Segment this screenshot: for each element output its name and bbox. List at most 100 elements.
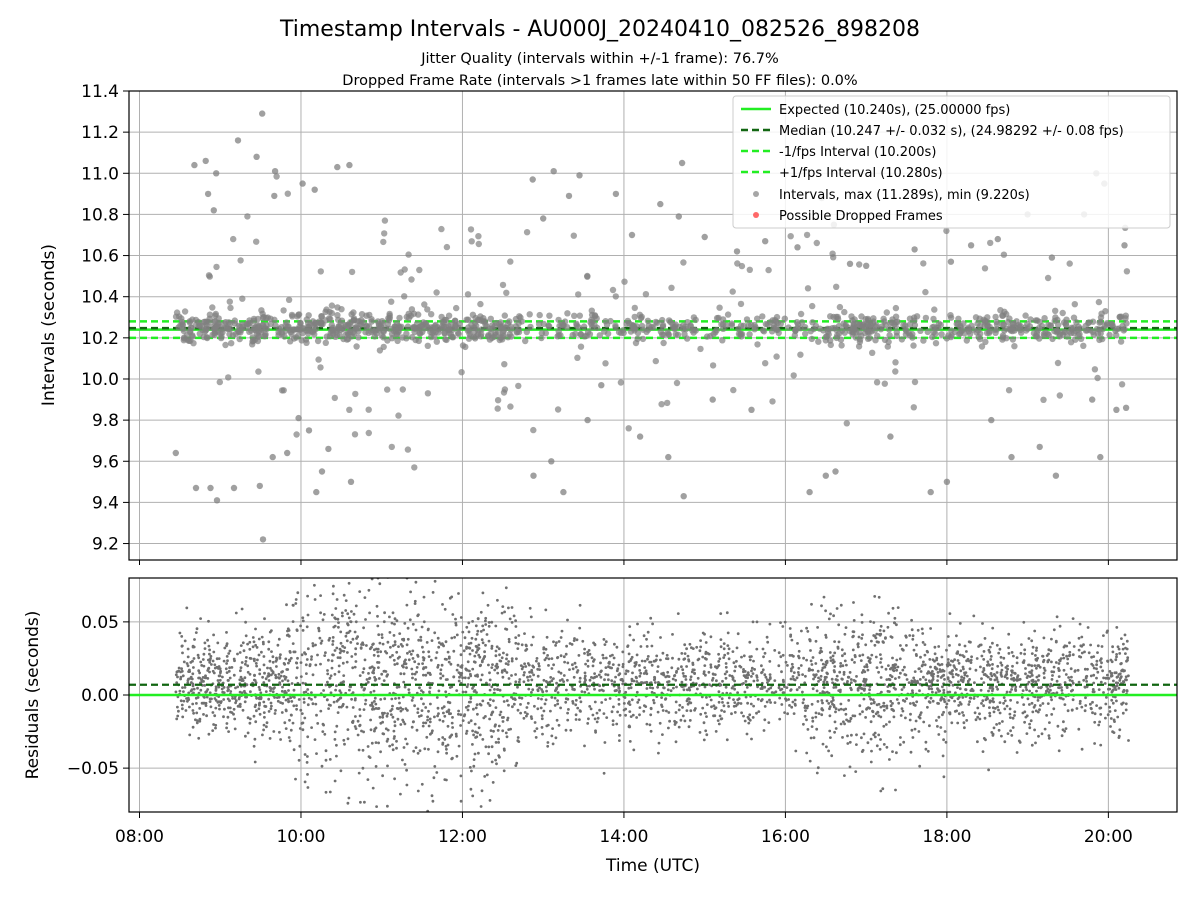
interval-point xyxy=(596,332,603,339)
residual-point xyxy=(1012,679,1016,682)
residual-point xyxy=(895,698,899,701)
residual-point xyxy=(778,696,782,700)
residual-point xyxy=(435,771,439,774)
residual-point xyxy=(393,720,397,724)
residual-point xyxy=(839,702,843,706)
residual-point xyxy=(533,704,536,708)
residual-point xyxy=(259,691,263,695)
residual-point xyxy=(1014,685,1018,689)
interval-point xyxy=(836,303,844,311)
residual-point xyxy=(790,638,794,642)
residual-point xyxy=(800,629,803,633)
residual-point xyxy=(391,748,395,752)
residual-point xyxy=(748,655,752,659)
residual-point xyxy=(476,648,479,652)
residual-point xyxy=(181,686,184,689)
residual-point xyxy=(411,657,415,660)
residual-point xyxy=(262,663,266,667)
residual-point xyxy=(704,729,708,733)
residual-point xyxy=(947,661,950,664)
residual-point xyxy=(689,675,693,679)
residual-point xyxy=(497,647,501,651)
residual-point xyxy=(193,638,196,641)
residual-point xyxy=(225,655,229,658)
residual-point xyxy=(228,706,232,710)
residual-point xyxy=(930,674,934,677)
residual-point xyxy=(551,742,555,746)
residual-point xyxy=(1020,695,1024,699)
residual-point xyxy=(878,747,882,751)
residual-point xyxy=(198,671,202,675)
residual-point xyxy=(720,697,724,701)
interval-point xyxy=(1003,310,1010,318)
residual-point xyxy=(402,680,406,684)
residual-point xyxy=(937,715,941,719)
residual-point xyxy=(381,713,385,717)
residual-point xyxy=(240,661,244,664)
residual-point xyxy=(855,743,858,746)
figure-subtitle-jitter: Jitter Quality (intervals within +/-1 fr… xyxy=(420,51,779,67)
interval-point xyxy=(394,337,401,345)
residual-point xyxy=(487,752,490,756)
interval-point xyxy=(312,319,319,326)
residual-point xyxy=(877,633,881,636)
residual-point xyxy=(443,738,447,741)
interval-point xyxy=(910,342,917,349)
residual-point xyxy=(254,681,258,685)
residual-point xyxy=(909,702,912,705)
residual-point xyxy=(1102,634,1105,637)
residual-point xyxy=(248,672,252,676)
residual-point xyxy=(203,647,207,650)
residual-point xyxy=(991,687,994,691)
interval-point xyxy=(1123,268,1131,275)
legend-median-label: Median (10.247 +/- 0.032 s), (24.98292 +… xyxy=(779,124,1124,139)
residual-point xyxy=(807,669,811,672)
residual-point xyxy=(1023,710,1027,714)
residual-point xyxy=(356,719,360,723)
residual-point xyxy=(1067,676,1070,679)
residual-point xyxy=(226,659,229,663)
residual-point xyxy=(531,664,535,668)
residual-point xyxy=(646,657,649,661)
residual-point xyxy=(228,666,232,670)
legend-expected-label: Expected (10.240s), (25.00000 fps) xyxy=(779,103,1010,118)
residual-point xyxy=(842,673,846,676)
residual-point xyxy=(397,645,400,648)
residual-point xyxy=(904,716,907,720)
residual-point xyxy=(1008,712,1012,716)
residual-point xyxy=(687,659,691,663)
interval-point xyxy=(841,308,848,316)
residual-point xyxy=(526,675,529,679)
residual-point xyxy=(1089,674,1093,678)
residual-point xyxy=(852,619,856,622)
interval-point xyxy=(229,332,237,339)
interval-point xyxy=(465,324,472,331)
interval-point xyxy=(200,333,207,341)
interval-point xyxy=(455,330,462,338)
interval-point xyxy=(713,314,721,322)
residual-point xyxy=(937,645,941,648)
residual-point xyxy=(249,690,252,694)
residual-point xyxy=(1022,659,1026,663)
residual-point xyxy=(262,655,266,658)
intervals-y-tick-label: 10.0 xyxy=(81,370,119,390)
figure-subtitle-dropped: Dropped Frame Rate (intervals >1 frames … xyxy=(342,73,857,89)
interval-point xyxy=(388,443,395,451)
interval-point xyxy=(1109,322,1116,330)
interval-point xyxy=(396,314,403,322)
residual-point xyxy=(944,705,948,709)
residual-point xyxy=(448,686,452,689)
residual-point xyxy=(1024,715,1028,719)
residual-point xyxy=(327,707,330,710)
interval-point xyxy=(179,318,186,326)
residual-point xyxy=(494,624,498,628)
residual-point xyxy=(732,698,735,701)
residual-point xyxy=(760,664,763,668)
residual-point xyxy=(361,766,365,770)
residual-point xyxy=(383,697,387,701)
residual-point xyxy=(181,707,184,711)
residual-point xyxy=(626,644,630,648)
residual-point xyxy=(345,639,349,643)
residual-point xyxy=(756,679,759,682)
residual-point xyxy=(1083,709,1087,713)
